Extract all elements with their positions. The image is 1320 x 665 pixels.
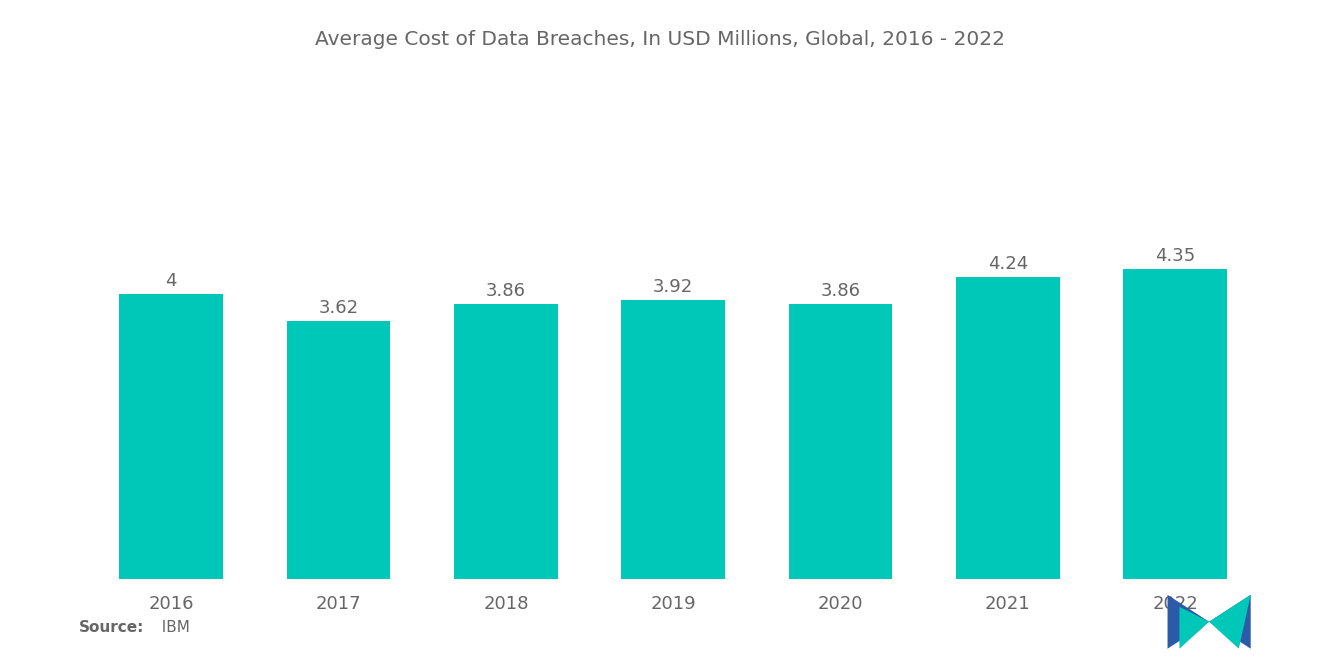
Bar	[622, 300, 725, 579]
Bar	[454, 304, 558, 579]
Text: 3.62: 3.62	[318, 299, 359, 317]
Text: 4: 4	[165, 272, 177, 290]
Bar	[119, 294, 223, 579]
Text: IBM: IBM	[152, 620, 190, 635]
Bar	[788, 304, 892, 579]
Text: 4.35: 4.35	[1155, 247, 1196, 265]
Text: 4.24: 4.24	[987, 255, 1028, 273]
Bar	[956, 277, 1060, 579]
Bar	[1123, 269, 1228, 579]
Text: 3.86: 3.86	[486, 282, 525, 300]
Text: 3.92: 3.92	[653, 277, 693, 296]
Text: Source:: Source:	[79, 620, 145, 635]
Bar	[286, 321, 391, 579]
Text: 3.86: 3.86	[821, 282, 861, 300]
Text: Average Cost of Data Breaches, In USD Millions, Global, 2016 - 2022: Average Cost of Data Breaches, In USD Mi…	[315, 30, 1005, 49]
